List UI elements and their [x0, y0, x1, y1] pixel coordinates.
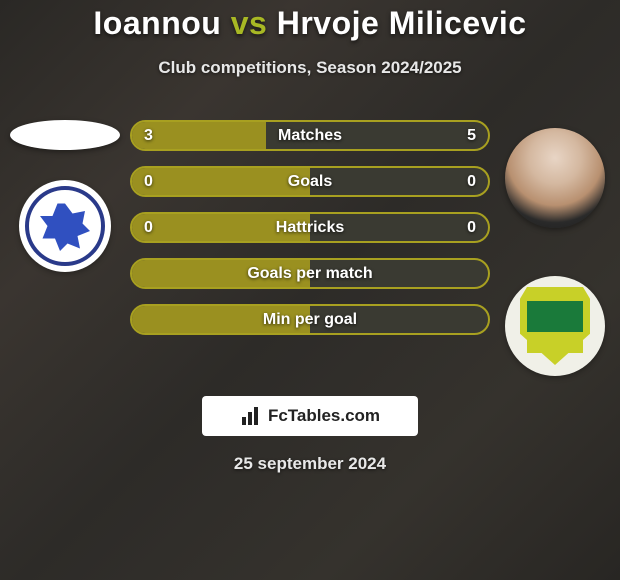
right-column [500, 120, 610, 376]
stat-label: Min per goal [263, 311, 357, 329]
comparison-body: 3 Matches 5 0 Goals 0 0 Hattricks 0 Goals per mat… [0, 120, 620, 376]
player1-club-badge [19, 180, 111, 272]
brand-badge: FcTables.com [202, 396, 418, 436]
stat-bar: 3 Matches 5 [130, 120, 490, 151]
stat-label: Matches [278, 127, 342, 145]
stat-left-value: 0 [144, 173, 153, 191]
stat-right-value: 0 [467, 173, 476, 191]
stat-bar: 0 Hattricks 0 [130, 212, 490, 243]
stat-bars: 3 Matches 5 0 Goals 0 0 Hattricks 0 Goals per mat… [130, 120, 490, 335]
stat-label: Goals per match [247, 265, 372, 283]
stat-bar: 0 Goals 0 [130, 166, 490, 197]
brand-text: FcTables.com [268, 406, 380, 426]
stat-right-value: 0 [467, 219, 476, 237]
page-title: Ioannou vs Hrvoje Milicevic [0, 5, 620, 42]
comparison-card: Ioannou vs Hrvoje Milicevic Club competi… [0, 0, 620, 580]
club-badge-ring [25, 186, 105, 266]
stat-bar: Min per goal [130, 304, 490, 335]
player1-avatar [10, 120, 120, 150]
stat-bar: Goals per match [130, 258, 490, 289]
player2-name: Hrvoje Milicevic [277, 5, 527, 41]
vs-label: vs [231, 5, 268, 41]
club-badge-emblem [40, 201, 90, 251]
club-shield [520, 287, 590, 365]
shield-inner [527, 301, 583, 353]
stat-right-value: 5 [467, 127, 476, 145]
stat-label: Goals [288, 173, 332, 191]
left-column [10, 120, 120, 272]
stat-left-value: 0 [144, 219, 153, 237]
stat-label: Hattricks [276, 219, 344, 237]
player2-avatar [505, 128, 605, 228]
date-text: 25 september 2024 [0, 454, 620, 474]
stat-bar-fill [132, 168, 310, 195]
player1-name: Ioannou [93, 5, 221, 41]
player2-club-badge [505, 276, 605, 376]
bar-chart-icon [240, 407, 262, 425]
subtitle: Club competitions, Season 2024/2025 [0, 58, 620, 78]
stat-left-value: 3 [144, 127, 153, 145]
